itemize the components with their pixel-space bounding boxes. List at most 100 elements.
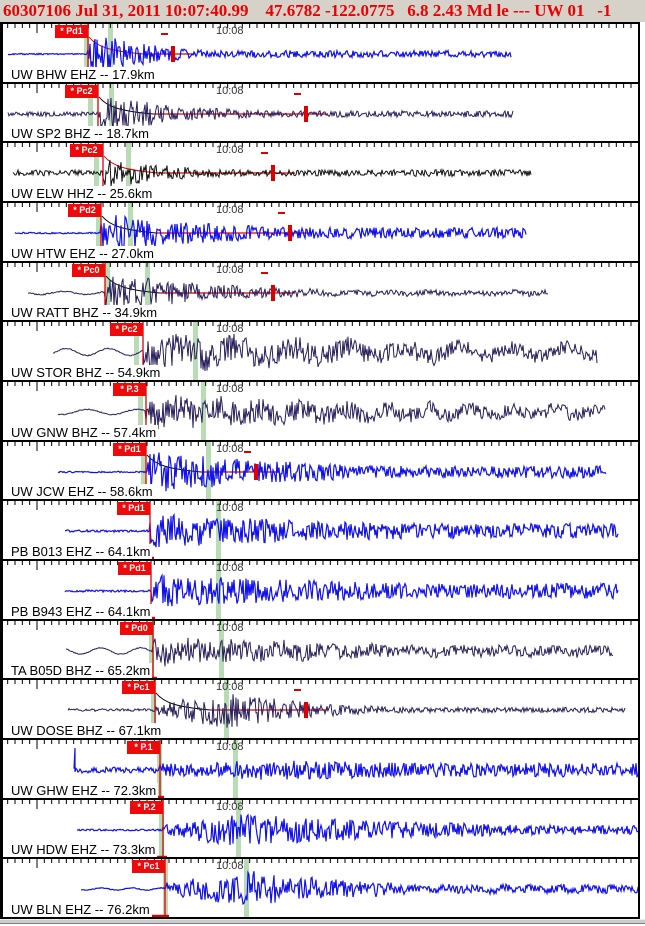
station-label: UW HDW EHZ -- 73.3km — [9, 842, 158, 858]
pick-flag[interactable]: * Pd1 — [118, 561, 151, 575]
station-label: TA B05D BHZ -- 65.2km — [9, 663, 153, 679]
station-label: UW BHW EHZ -- 17.9km — [9, 66, 157, 82]
waveform-trace[interactable] — [14, 214, 527, 250]
station-label: UW GNW BHZ -- 57.4km — [9, 424, 159, 440]
coda-marker[interactable] — [271, 284, 275, 301]
trace-panel[interactable]: * Pd1 10:08 PB B013 EHZ -- 64.1km — [3, 501, 638, 561]
pick-window-band — [193, 322, 198, 380]
time-label: 10:08 — [216, 860, 244, 873]
waveform-trace[interactable] — [64, 513, 619, 548]
pick-flag[interactable]: * Pc2 — [110, 323, 143, 337]
station-label: PB B013 EHZ -- 64.1km — [9, 543, 153, 559]
coda-marker-dash — [261, 271, 268, 274]
waveform-trace[interactable] — [73, 747, 638, 780]
pick-flag[interactable]: * Pc0 — [72, 263, 105, 277]
event-header: 60307106 Jul 31, 2011 10:07:40.99 47.678… — [0, 0, 645, 22]
pick-flag[interactable]: * Pd1 — [113, 442, 146, 456]
time-label: 10:08 — [216, 442, 244, 455]
station-label: UW STOR BHZ -- 54.9km — [9, 364, 163, 380]
waveform-trace[interactable] — [27, 276, 549, 308]
coda-envelope — [146, 454, 202, 473]
pick-window-band — [216, 560, 221, 619]
time-ruler — [7, 381, 632, 391]
station-label: UW SP2 BHZ -- 18.7km — [9, 126, 151, 142]
trace-panel[interactable]: * Pc2 10:08 UW STOR BHZ -- 54.9km — [3, 322, 638, 382]
time-label: 10:08 — [216, 502, 244, 515]
trace-panel[interactable]: * Pd1 10:08 UW JCW EHZ -- 58.6km — [3, 441, 638, 502]
pick-flag[interactable]: * P.2 — [130, 800, 163, 814]
waveform-trace[interactable] — [52, 334, 598, 373]
pick-flag[interactable]: * P.3 — [113, 382, 146, 396]
trace-panel[interactable]: * Pc1 10:08 UW BLN EHZ -- 76.2km — [3, 859, 638, 919]
time-label: 10:08 — [216, 800, 244, 813]
pick-window-band — [141, 441, 146, 500]
coda-marker-dash — [161, 33, 168, 35]
pick-flag[interactable]: * Pd1 — [117, 502, 150, 516]
pick-window-band — [138, 381, 143, 440]
pick-flag[interactable]: * Pc1 — [122, 681, 155, 695]
coda-marker-dash — [294, 689, 301, 692]
time-label: 10:08 — [216, 84, 244, 97]
pick-flag[interactable]: * Pc2 — [70, 144, 103, 158]
coda-marker-dash — [294, 92, 301, 95]
station-label: PB B943 EHZ -- 64.1km — [9, 603, 153, 619]
time-label: 10:08 — [216, 144, 244, 157]
time-label: 10:08 — [216, 263, 244, 276]
pick-flag[interactable]: * Pc2 — [65, 84, 98, 98]
waveform-trace[interactable] — [80, 870, 638, 906]
time-label: 10:08 — [216, 323, 244, 336]
waveform-trace[interactable] — [57, 394, 606, 430]
trace-panel[interactable]: * Pd2 10:08 UW HTW EHZ -- 27.0km — [3, 202, 638, 263]
waveform-trace[interactable] — [64, 573, 619, 607]
trace-panel[interactable]: * P.3 10:08 UW GNW BHZ -- 57.4km — [3, 381, 638, 442]
window-bottom-edge — [0, 918, 645, 924]
waveform-trace[interactable] — [57, 452, 607, 491]
trace-panel[interactable]: * P.2 10:08 UW HDW EHZ -- 73.3km — [3, 799, 638, 860]
time-label: 10:08 — [216, 203, 244, 216]
time-ruler — [7, 799, 632, 809]
time-label: 10:08 — [216, 681, 244, 694]
pick-window-band — [244, 859, 249, 917]
coda-marker[interactable] — [254, 463, 258, 480]
pick-flag[interactable]: * Pd2 — [68, 203, 101, 217]
pick-window-band — [219, 620, 224, 679]
pick-flag[interactable]: * Pd1 — [55, 25, 88, 38]
station-label: UW GHW EHZ -- 72.3km — [9, 782, 159, 798]
trace-panel[interactable]: * Pc2 10:08 UW SP2 BHZ -- 18.7km — [3, 83, 638, 144]
coda-marker[interactable] — [271, 165, 275, 182]
pick-flag[interactable]: * Pd0 — [120, 621, 153, 635]
time-ruler — [7, 501, 632, 511]
pick-window-band — [149, 620, 154, 679]
pick-flag[interactable]: * P.1 — [127, 740, 160, 754]
coda-marker-dash — [261, 152, 268, 155]
time-ruler — [7, 83, 632, 93]
pick-window-band — [134, 322, 139, 380]
coda-marker[interactable] — [288, 224, 292, 241]
coda-marker[interactable] — [304, 105, 308, 122]
pick-window-band — [159, 799, 164, 858]
trace-panel[interactable]: * Pc2 10:08 UW ELW HHZ -- 25.6km — [3, 143, 638, 203]
coda-marker[interactable] — [171, 46, 175, 62]
waveform-trace[interactable] — [76, 812, 638, 845]
pick-window-band — [201, 381, 206, 440]
pick-window-band — [151, 680, 156, 738]
waveform-trace[interactable] — [7, 97, 514, 131]
trace-panel[interactable]: * P.1 10:08 UW GHW EHZ -- 72.3km — [3, 739, 638, 800]
pick-flag[interactable]: * Pc1 — [132, 860, 165, 874]
waveform-trace[interactable] — [67, 694, 626, 728]
waveform-trace[interactable] — [8, 37, 512, 74]
time-ruler — [7, 24, 632, 33]
coda-marker[interactable] — [304, 702, 308, 719]
time-ruler — [7, 859, 632, 869]
time-label: 10:08 — [216, 621, 244, 634]
trace-panel[interactable]: * Pc0 10:08 UW RATT BHZ -- 34.9km — [3, 262, 638, 323]
trace-panel[interactable]: * Pc1 10:08 UW DOSE BHZ -- 67.1km — [3, 680, 638, 740]
time-label: 10:08 — [216, 561, 244, 574]
waveform-trace[interactable] — [65, 637, 614, 667]
trace-panel[interactable]: * Pd1 10:08 PB B943 EHZ -- 64.1km — [3, 560, 638, 621]
trace-panel[interactable]: * Pd0 10:08 TA B05D BHZ -- 65.2km — [3, 620, 638, 681]
station-label: UW HTW EHZ -- 27.0km — [9, 245, 156, 261]
pick-window-band — [88, 83, 93, 142]
time-ruler — [7, 680, 632, 690]
trace-panel[interactable]: * Pd1 10:08 UW BHW EHZ -- 17.9km — [3, 24, 638, 84]
